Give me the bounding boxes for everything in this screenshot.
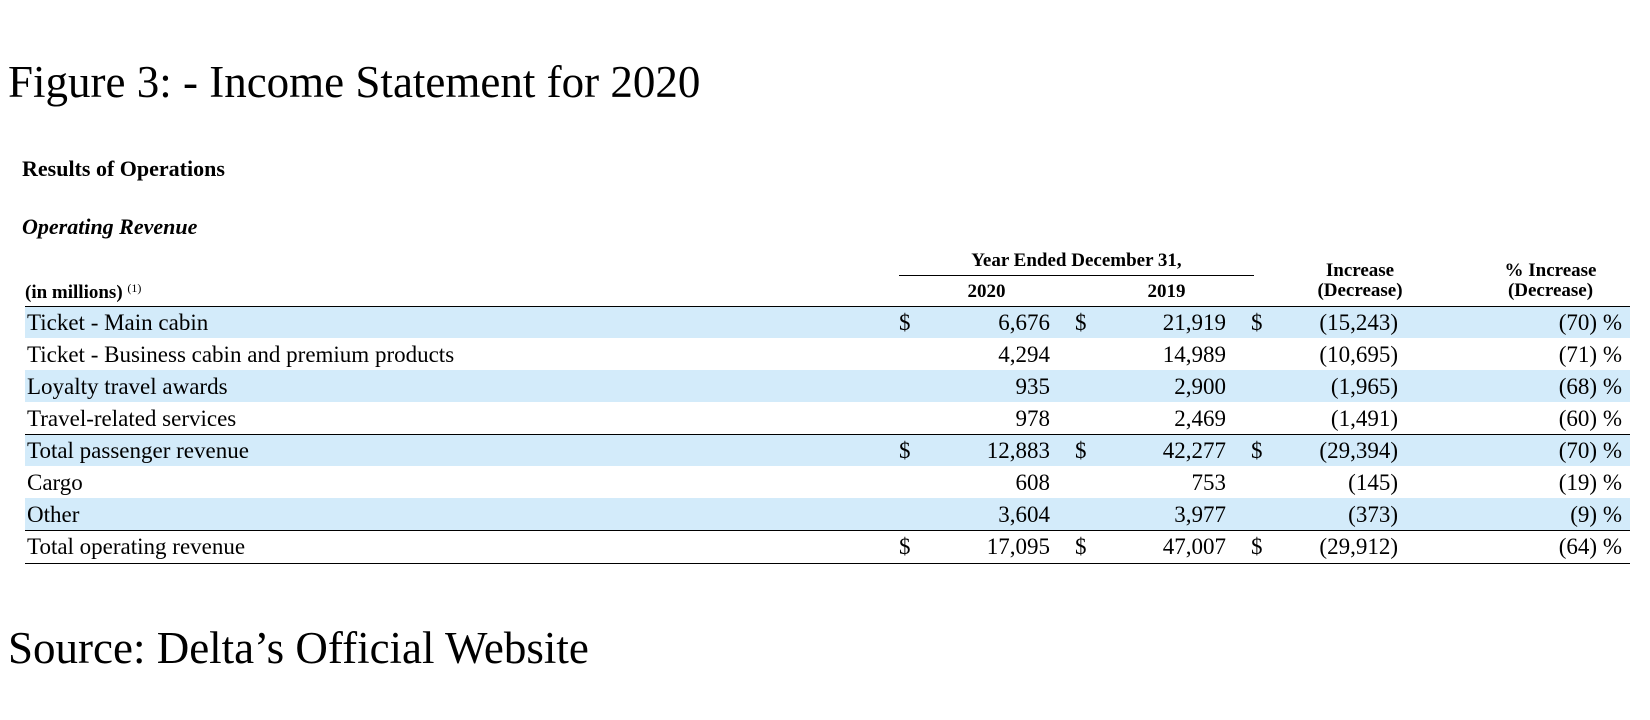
section-title: Results of Operations — [22, 156, 225, 181]
value-increase: (1,965) — [1330, 374, 1398, 399]
value-increase: (15,243) — [1319, 310, 1398, 335]
table-header: (in millions) (1) Year Ended December 31… — [25, 250, 1630, 306]
value-increase: (145) — [1348, 470, 1398, 495]
value-2020: 12,883 — [986, 438, 1050, 463]
row-label: Ticket - Business cabin and premium prod… — [27, 342, 455, 367]
column-header-2019: 2019 — [1147, 281, 1186, 302]
table-row: Cargo 608 753 (145) (19) % — [25, 466, 1630, 498]
dollar-sign: $ — [1075, 534, 1087, 559]
value-2019: 14,989 — [1162, 342, 1226, 367]
table-row: Total passenger revenue $ 12,883 $ 42,27… — [25, 434, 1630, 466]
row-label: Loyalty travel awards — [27, 374, 228, 399]
dollar-sign: $ — [1075, 438, 1087, 463]
row-label: Total passenger revenue — [27, 438, 249, 463]
row-label: Cargo — [27, 470, 83, 495]
operating-revenue-table: (in millions) (1) Year Ended December 31… — [25, 250, 1630, 564]
column-header-increase: Increase (Decrease) — [1317, 260, 1403, 301]
value-2019: 2,900 — [1174, 374, 1226, 399]
unit-label: (in millions) (1) — [25, 281, 142, 303]
row-label: Other — [27, 502, 80, 527]
value-percent: (64) % — [1558, 534, 1622, 559]
value-2020: 4,294 — [998, 342, 1050, 367]
value-2020: 935 — [1015, 374, 1051, 399]
value-increase: (1,491) — [1330, 406, 1398, 431]
dollar-sign: $ — [899, 310, 911, 335]
value-percent: (60) % — [1558, 406, 1622, 431]
value-percent: (70) % — [1558, 310, 1622, 335]
dollar-sign: $ — [1075, 310, 1087, 335]
year-group-header: Year Ended December 31, — [971, 250, 1182, 271]
row-label: Travel-related services — [27, 406, 237, 431]
value-2019: 42,277 — [1162, 438, 1226, 463]
row-label: Ticket - Main cabin — [27, 310, 209, 335]
value-increase: (373) — [1348, 502, 1398, 527]
value-percent: (19) % — [1558, 470, 1622, 495]
value-increase: (29,394) — [1319, 438, 1398, 463]
figure-title: Figure 3: - Income Statement for 2020 — [8, 57, 701, 107]
year-group-rule — [899, 275, 1254, 276]
value-increase: (29,912) — [1319, 534, 1398, 559]
value-2020: 17,095 — [986, 534, 1050, 559]
table-row: Other 3,604 3,977 (373) (9) % — [25, 498, 1630, 530]
source-caption: Source: Delta’s Official Website — [8, 623, 589, 673]
table-row: Total operating revenue $ 17,095 $ 47,00… — [25, 530, 1630, 564]
value-percent: (9) % — [1570, 502, 1622, 527]
footnote-marker: (1) — [127, 281, 142, 295]
value-increase: (10,695) — [1319, 342, 1398, 367]
dollar-sign: $ — [1251, 438, 1263, 463]
dollar-sign: $ — [899, 534, 911, 559]
value-2019: 2,469 — [1174, 406, 1226, 431]
value-2019: 47,007 — [1162, 534, 1226, 559]
table-row: Ticket - Main cabin $ 6,676 $ 21,919 $ (… — [25, 306, 1630, 338]
table-row: Travel-related services 978 2,469 (1,491… — [25, 402, 1630, 434]
value-2020: 3,604 — [998, 502, 1050, 527]
dollar-sign: $ — [1251, 534, 1263, 559]
value-2019: 753 — [1191, 470, 1227, 495]
row-label: Total operating revenue — [27, 534, 246, 559]
table-row: Loyalty travel awards 935 2,900 (1,965) … — [25, 370, 1630, 402]
dollar-sign: $ — [899, 438, 911, 463]
subsection-title: Operating Revenue — [22, 214, 198, 239]
table-row: Ticket - Business cabin and premium prod… — [25, 338, 1630, 370]
value-2020: 978 — [1015, 406, 1051, 431]
value-2019: 21,919 — [1162, 310, 1226, 335]
value-2019: 3,977 — [1174, 502, 1226, 527]
value-percent: (71) % — [1558, 342, 1622, 367]
dollar-sign: $ — [1251, 310, 1263, 335]
column-header-percent: % Increase (Decrease) — [1504, 260, 1597, 301]
column-header-2020: 2020 — [967, 281, 1006, 302]
value-2020: 608 — [1015, 470, 1051, 495]
value-percent: (68) % — [1558, 374, 1622, 399]
value-2020: 6,676 — [998, 310, 1050, 335]
value-percent: (70) % — [1558, 438, 1622, 463]
